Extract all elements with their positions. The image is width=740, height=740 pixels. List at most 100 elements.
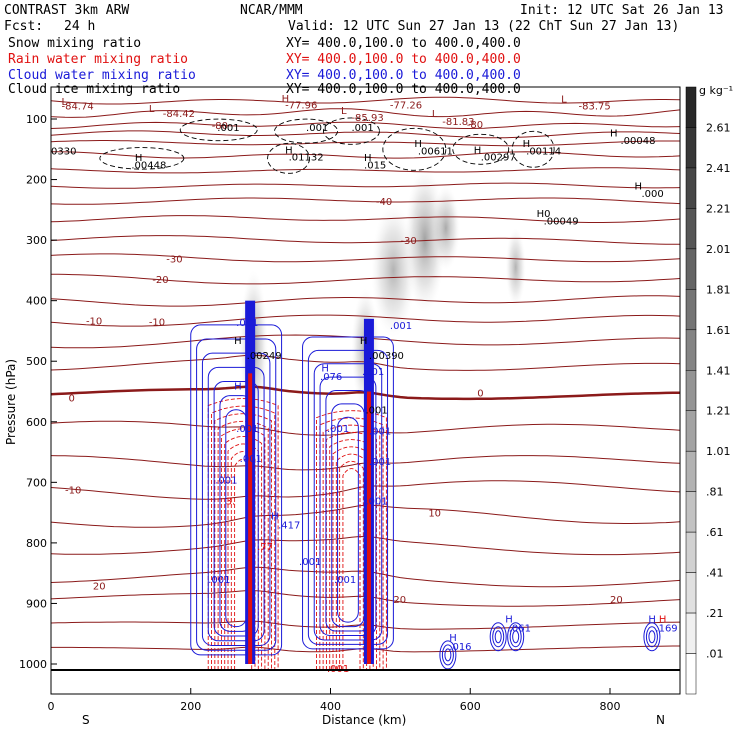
cloud-ice-contour — [323, 117, 380, 145]
value-annotation: H — [271, 512, 279, 523]
extreme-label: L — [561, 94, 567, 105]
field-name-snow: Snow mixing ratio — [8, 36, 141, 51]
isotherm-line — [51, 140, 680, 147]
value-annotation: .001 — [390, 321, 412, 332]
isotherm-label: -40 — [376, 197, 392, 208]
extreme-label: L — [61, 97, 67, 108]
cloud-ice-contour — [179, 118, 258, 142]
cloud-ice-contour — [511, 130, 555, 168]
convective-core-rain — [366, 391, 371, 664]
colorbar-swatch — [685, 167, 697, 209]
isotherm-line — [51, 151, 680, 159]
value-annotation: .00448 — [131, 160, 166, 171]
rain-contour — [211, 405, 276, 671]
small-cell-contour — [507, 622, 525, 652]
value-annotation: 0330 — [51, 146, 76, 157]
colorbar-level-label: .81 — [706, 486, 724, 499]
extreme-label: L — [149, 104, 155, 115]
isotherm-label: -80 — [212, 121, 228, 132]
isotherm-line — [51, 253, 680, 263]
value-annotation: .001 — [365, 406, 387, 417]
rain-contour — [316, 410, 387, 671]
small-cell-contour — [645, 626, 658, 648]
colorbar-level-label: .41 — [706, 567, 724, 580]
value-annotation: .001 — [351, 123, 373, 134]
isotherm-line — [51, 235, 680, 245]
value-annotation: .001 — [215, 475, 237, 486]
cloud-water-contour — [207, 366, 265, 642]
small-cell-contour — [509, 626, 522, 648]
isotherm-label: -10 — [149, 317, 165, 328]
value-annotation: .000 — [641, 189, 663, 200]
rain-contour — [342, 468, 361, 671]
value-annotation: H — [321, 363, 329, 374]
value-annotation: H0 — [537, 209, 551, 220]
isotherm-label: 10 — [428, 509, 441, 520]
rain-contour — [339, 460, 364, 671]
small-cell-contour — [441, 644, 454, 666]
isotherm-line — [51, 314, 680, 327]
value-annotation: H — [505, 615, 513, 626]
isotherm-label: 0 — [477, 389, 483, 400]
small-cell-contour — [439, 640, 457, 670]
value-annotation: .00249 — [247, 351, 282, 362]
colorbar-unit: g kg⁻¹ — [699, 84, 733, 97]
colorbar-swatch — [685, 653, 697, 695]
value-annotation: .001 — [369, 457, 391, 468]
small-cell-contour — [444, 648, 452, 662]
x-tick-label: 800 — [600, 700, 621, 713]
extreme-label: -84.42 — [163, 109, 195, 120]
extreme-label: -77.96 — [285, 100, 317, 111]
valid-time: Valid: 12 UTC Sun 27 Jan 13 (22 ChT Sun … — [288, 19, 679, 34]
y-tick-label: 900 — [26, 597, 47, 610]
rain-contour — [329, 439, 374, 671]
value-annotation: .061 — [509, 624, 531, 635]
rain-contour — [322, 424, 381, 671]
value-annotation: H — [634, 182, 642, 193]
isotherm-line — [51, 295, 680, 307]
fcst-value: 24 h — [64, 19, 95, 34]
value-annotation: H — [234, 381, 242, 392]
isotherm-line — [51, 182, 680, 189]
isotherm-line — [51, 96, 680, 105]
isotherm-label: 20 — [93, 581, 106, 592]
colorbar-level-label: .01 — [706, 648, 724, 661]
field-xy-cloud-water: XY= 400.0,100.0 to 400.0,400.0 — [286, 68, 521, 83]
colorbar-level-label: 2.21 — [706, 202, 731, 215]
isotherm-line — [51, 130, 680, 139]
y-tick-label: 700 — [26, 476, 47, 489]
isotherm-label: 0 — [68, 394, 74, 405]
colorbar-level-label: 1.21 — [706, 405, 731, 418]
colorbar-swatch — [685, 410, 697, 452]
value-annotation: .015 — [364, 160, 386, 171]
isotherm-line — [51, 273, 680, 285]
field-name-rain: Rain water mixing ratio — [8, 52, 188, 67]
value-annotation: .00297 — [481, 153, 516, 164]
value-annotation: .169 — [655, 624, 677, 635]
rain-contour — [332, 446, 371, 671]
value-annotation: .001 — [236, 318, 258, 329]
value-annotation: .001 — [327, 424, 349, 435]
axis-ticks: 0 200 400 600 800100200300400500600700800900… — [19, 113, 621, 713]
cloud-water-contour — [307, 349, 389, 645]
value-annotation: H — [474, 145, 482, 156]
y-tick-label: 500 — [26, 355, 47, 368]
isotherm-line — [51, 197, 680, 205]
cloud-water-contour — [331, 403, 365, 628]
isotherm-line — [51, 167, 680, 174]
colorbar-level-label: 1.61 — [706, 324, 731, 337]
cloud-water-contour — [201, 352, 271, 646]
extreme-label: L — [341, 106, 347, 117]
isotherm-label: -10 — [65, 486, 81, 497]
field-xy-snow: XY= 400.0,100.0 to 400.0,400.0 — [286, 36, 521, 51]
cloud-water-contour — [190, 324, 283, 656]
cloud-water-contour — [213, 380, 259, 637]
cloud-ice-contour — [452, 133, 510, 165]
isotherm-label: -20 — [152, 275, 168, 286]
colorbar-level-label: 1.01 — [706, 445, 731, 458]
rain-contour — [207, 398, 279, 671]
value-annotation: .001 — [369, 426, 391, 437]
value-annotation: H — [449, 633, 457, 644]
y-tick-label: 300 — [26, 234, 47, 247]
value-annotation: .00049 — [544, 217, 579, 228]
